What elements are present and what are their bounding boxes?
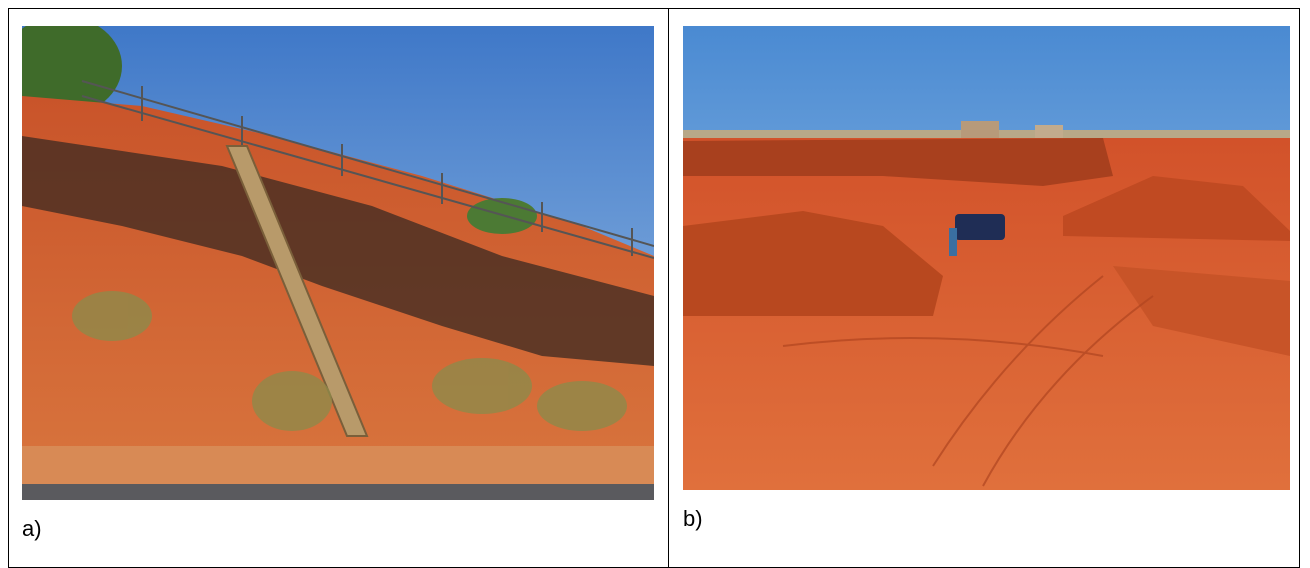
drain-channel [225, 145, 369, 437]
building [961, 121, 999, 139]
verge [22, 446, 654, 486]
fence [81, 80, 654, 259]
grass-tuft [432, 358, 532, 414]
grass-tuft [72, 291, 152, 341]
track [782, 337, 1104, 357]
bush [467, 198, 537, 234]
mound [1113, 266, 1290, 356]
mound [683, 211, 943, 316]
grass-tuft [537, 381, 627, 431]
page: a) b) (() => { const data = JSON.parse(d… [8, 8, 1300, 568]
track [932, 275, 1104, 467]
panel-label: a) [22, 516, 42, 541]
building [1035, 125, 1063, 139]
track [982, 295, 1154, 487]
tracks [782, 275, 1154, 487]
tree [22, 26, 122, 116]
cell-divider [668, 8, 669, 568]
photo-a [22, 26, 654, 500]
person [949, 228, 957, 256]
grass [72, 291, 627, 431]
car [955, 214, 1005, 240]
panel-label: b) [683, 506, 703, 531]
road [22, 484, 654, 500]
fence-wire [81, 95, 654, 259]
grass-tuft [252, 371, 332, 431]
fence-wire [81, 80, 654, 247]
slope-shade [22, 136, 654, 366]
mound [1063, 176, 1290, 241]
photo-b [683, 26, 1290, 490]
quarry-wall [683, 138, 1113, 186]
